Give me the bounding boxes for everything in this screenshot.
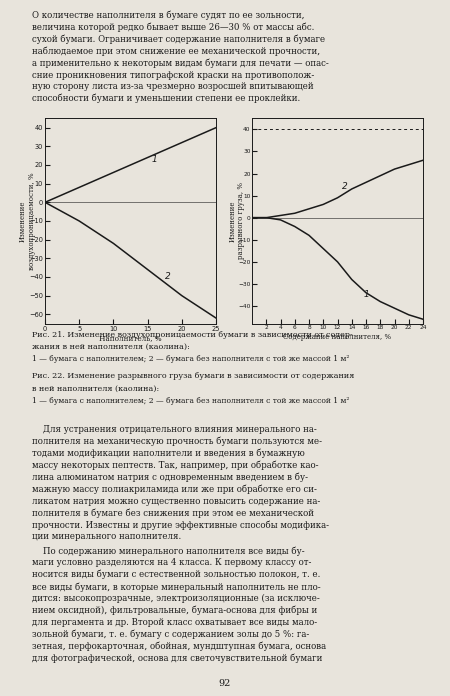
Text: О количестве наполнителя в бумаге судят по ее зольности,
величина которой редко : О количестве наполнителя в бумаге судят … <box>32 10 328 104</box>
Y-axis label: Изменение
воздухопроницаемости, %: Изменение воздухопроницаемости, % <box>19 172 36 270</box>
Text: Рис. 22. Изменение разрывного груза бумаги в зависимости от содержания: Рис. 22. Изменение разрывного груза бума… <box>32 372 354 380</box>
Text: Для устранения отрицательного влияния минерального на-
полнителя на механическую: Для устранения отрицательного влияния ми… <box>32 425 328 541</box>
Text: 92: 92 <box>219 679 231 688</box>
X-axis label: Наполнитель, %: Наполнитель, % <box>99 335 162 342</box>
Y-axis label: Изменение
разрывного груза, %: Изменение разрывного груза, % <box>228 182 245 260</box>
Text: 1 — бумага с наполнителем; 2 — бумага без наполнителя с той же массой 1 м²: 1 — бумага с наполнителем; 2 — бумага бе… <box>32 355 349 363</box>
Text: 1 — бумага с наполнителем; 2 — бумага без наполнителя с той же массой 1 м²: 1 — бумага с наполнителем; 2 — бумага бе… <box>32 397 349 404</box>
Text: 1: 1 <box>363 290 369 299</box>
Text: Рис. 21. Изменение воздухопроницаемости бумаги в зависимости от содер-: Рис. 21. Изменение воздухопроницаемости … <box>32 331 352 338</box>
Text: 2: 2 <box>342 182 347 191</box>
Text: 1: 1 <box>152 155 158 164</box>
Text: По содержанию минерального наполнителя все виды бу-
маги условно разделяются на : По содержанию минерального наполнителя в… <box>32 546 326 663</box>
X-axis label: Содержание наполнителя, %: Содержание наполнителя, % <box>284 333 392 341</box>
Text: в ней наполнителя (каолина):: в ней наполнителя (каолина): <box>32 385 159 393</box>
Text: 2: 2 <box>165 272 171 281</box>
Text: жания в ней наполнителя (каолина):: жания в ней наполнителя (каолина): <box>32 343 189 351</box>
